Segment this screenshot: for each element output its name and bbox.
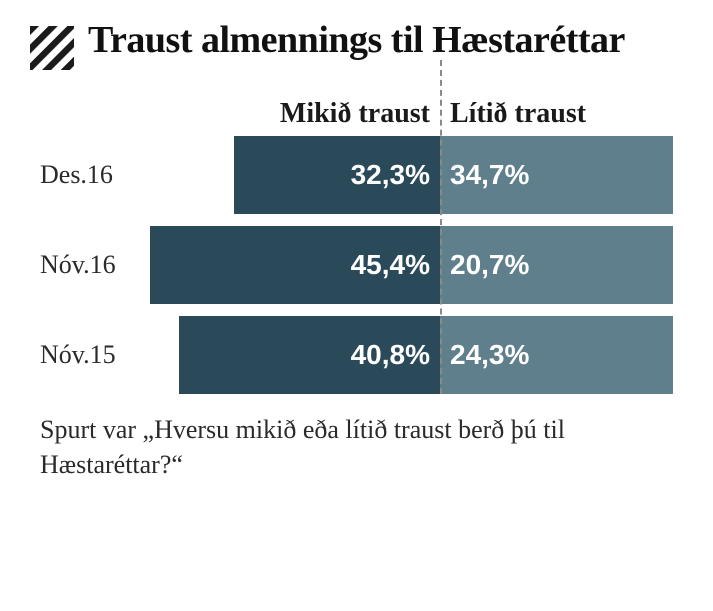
- chart-title: Traust almennings til Hæstaréttar: [88, 20, 625, 62]
- footnote: Spurt var „Hversu mikið eða lítið traust…: [40, 412, 663, 482]
- row-label: Des.16: [40, 160, 150, 190]
- bar-pair: 32,3% 34,7%: [150, 136, 673, 214]
- bar-pair: 40,8% 24,3%: [150, 316, 673, 394]
- chart-row: Nóv.15 40,8% 24,3%: [40, 316, 673, 394]
- bar-right-value: 20,7%: [450, 249, 529, 281]
- bar-right-value: 24,3%: [450, 339, 529, 371]
- chart: Mikið traust Lítið traust Des.16 32,3% 34,…: [40, 98, 673, 394]
- chart-row: Des.16 32,3% 34,7%: [40, 136, 673, 214]
- bar-left: 32,3%: [234, 136, 440, 214]
- bar-left-value: 45,4%: [351, 249, 430, 281]
- chart-rows: Des.1632,3%34,7%Nóv.1645,4%20,7%Nóv.1540…: [40, 136, 673, 394]
- bar-right: 34,7%: [440, 136, 673, 214]
- header: Traust almennings til Hæstaréttar: [30, 20, 683, 70]
- bar-left: 45,4%: [150, 226, 440, 304]
- bar-right: 24,3%: [440, 316, 673, 394]
- bar-left: 40,8%: [179, 316, 440, 394]
- right-column-header: Lítið traust: [440, 98, 673, 130]
- chart-row: Nóv.16 45,4% 20,7%: [40, 226, 673, 304]
- column-headers: Mikið traust Lítið traust: [40, 98, 673, 130]
- header-spacer: [40, 98, 150, 130]
- stripes-icon: [30, 26, 74, 70]
- left-column-header: Mikið traust: [150, 98, 440, 130]
- bar-right: 20,7%: [440, 226, 673, 304]
- bar-pair: 45,4% 20,7%: [150, 226, 673, 304]
- row-label: Nóv.16: [40, 250, 150, 280]
- row-label: Nóv.15: [40, 340, 150, 370]
- bar-left-value: 32,3%: [351, 159, 430, 191]
- bar-left-value: 40,8%: [351, 339, 430, 371]
- bar-right-value: 34,7%: [450, 159, 529, 191]
- center-divider: [440, 60, 442, 394]
